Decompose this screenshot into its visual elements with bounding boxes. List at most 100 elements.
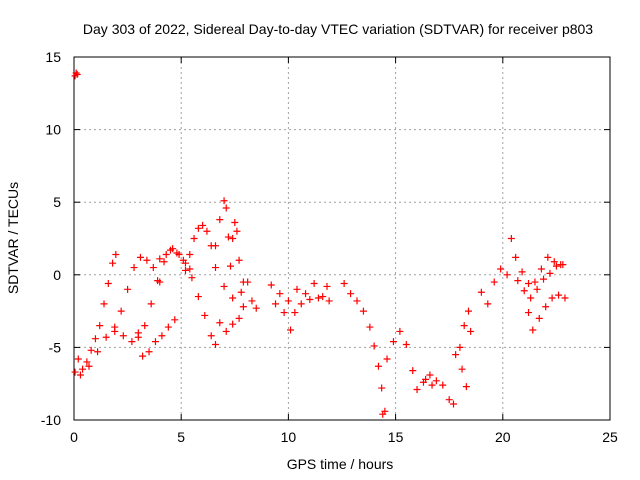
data-point xyxy=(244,278,252,286)
data-point xyxy=(544,253,552,261)
data-point xyxy=(229,294,237,302)
data-point xyxy=(319,293,327,301)
data-point xyxy=(449,400,457,408)
data-point xyxy=(520,287,528,295)
data-point xyxy=(252,304,260,312)
y-axis-label: SDTVAR / TECUs xyxy=(5,182,21,294)
data-point xyxy=(389,338,397,346)
data-point xyxy=(76,371,84,379)
data-point xyxy=(537,265,545,273)
y-tick-label: -10 xyxy=(41,412,61,428)
data-point xyxy=(379,410,387,418)
data-series xyxy=(71,69,569,418)
data-point xyxy=(216,216,224,224)
data-point xyxy=(201,311,209,319)
data-point xyxy=(96,322,104,330)
data-point xyxy=(559,261,567,269)
data-point xyxy=(194,224,202,232)
data-point xyxy=(374,362,382,370)
data-point xyxy=(383,355,391,363)
data-point xyxy=(124,285,132,293)
data-point xyxy=(104,280,112,288)
data-point xyxy=(145,348,153,356)
data-point xyxy=(533,285,541,293)
data-point xyxy=(139,352,147,360)
data-point xyxy=(154,277,162,285)
data-point xyxy=(248,297,256,305)
data-point xyxy=(525,280,533,288)
data-point xyxy=(439,381,447,389)
data-point xyxy=(222,327,230,335)
data-point xyxy=(74,355,82,363)
y-tick-label: 10 xyxy=(45,122,61,138)
data-point xyxy=(83,358,91,366)
data-point xyxy=(186,265,194,273)
data-point xyxy=(548,294,556,302)
x-tick-label: 10 xyxy=(281,429,297,445)
data-point xyxy=(276,290,284,298)
y-tick-label: 0 xyxy=(53,267,61,283)
data-point xyxy=(171,316,179,324)
data-point xyxy=(100,300,108,308)
data-point xyxy=(220,197,228,205)
x-tick-label: 15 xyxy=(388,429,404,445)
data-point xyxy=(117,307,125,315)
data-point xyxy=(212,264,220,272)
data-point xyxy=(550,258,558,266)
data-point xyxy=(111,323,119,331)
data-point xyxy=(203,227,211,235)
data-point xyxy=(291,309,299,317)
data-point xyxy=(325,297,333,305)
data-point xyxy=(396,327,404,335)
data-point xyxy=(460,322,468,330)
data-point xyxy=(216,319,224,327)
data-point xyxy=(531,278,539,286)
data-point xyxy=(156,255,164,263)
data-point xyxy=(220,282,228,290)
data-point xyxy=(272,300,280,308)
data-point xyxy=(235,256,243,264)
data-point xyxy=(452,351,460,359)
data-point xyxy=(306,295,314,303)
data-point xyxy=(169,245,177,253)
data-point xyxy=(136,253,144,261)
data-point xyxy=(432,377,440,385)
data-point xyxy=(561,294,569,302)
data-point xyxy=(175,250,183,258)
data-point xyxy=(467,327,475,335)
data-point xyxy=(353,297,361,305)
data-point xyxy=(512,253,520,261)
data-point xyxy=(235,314,243,322)
data-point xyxy=(128,338,136,346)
data-point xyxy=(477,288,485,296)
data-point xyxy=(458,365,466,373)
data-point xyxy=(464,307,472,315)
data-point xyxy=(94,348,102,356)
data-point xyxy=(164,323,172,331)
plot-frame xyxy=(73,56,611,421)
data-point xyxy=(555,291,563,299)
data-point xyxy=(462,383,470,391)
data-point xyxy=(239,303,247,311)
data-point xyxy=(237,288,245,296)
x-axis-label: GPS time / hours xyxy=(287,456,394,472)
data-point xyxy=(212,242,220,250)
data-point xyxy=(284,297,292,305)
grid-lines xyxy=(74,57,610,420)
data-point xyxy=(181,259,189,267)
data-point xyxy=(413,386,421,394)
data-point xyxy=(112,250,120,258)
data-point xyxy=(71,368,79,376)
data-point xyxy=(359,307,367,315)
data-point xyxy=(287,326,295,334)
data-point xyxy=(181,266,189,274)
data-point xyxy=(490,278,498,286)
data-point xyxy=(162,250,170,258)
data-point xyxy=(310,280,318,288)
data-point xyxy=(212,340,220,348)
data-point xyxy=(347,290,355,298)
data-point xyxy=(267,281,275,289)
data-point xyxy=(503,271,511,279)
data-point xyxy=(340,280,348,288)
